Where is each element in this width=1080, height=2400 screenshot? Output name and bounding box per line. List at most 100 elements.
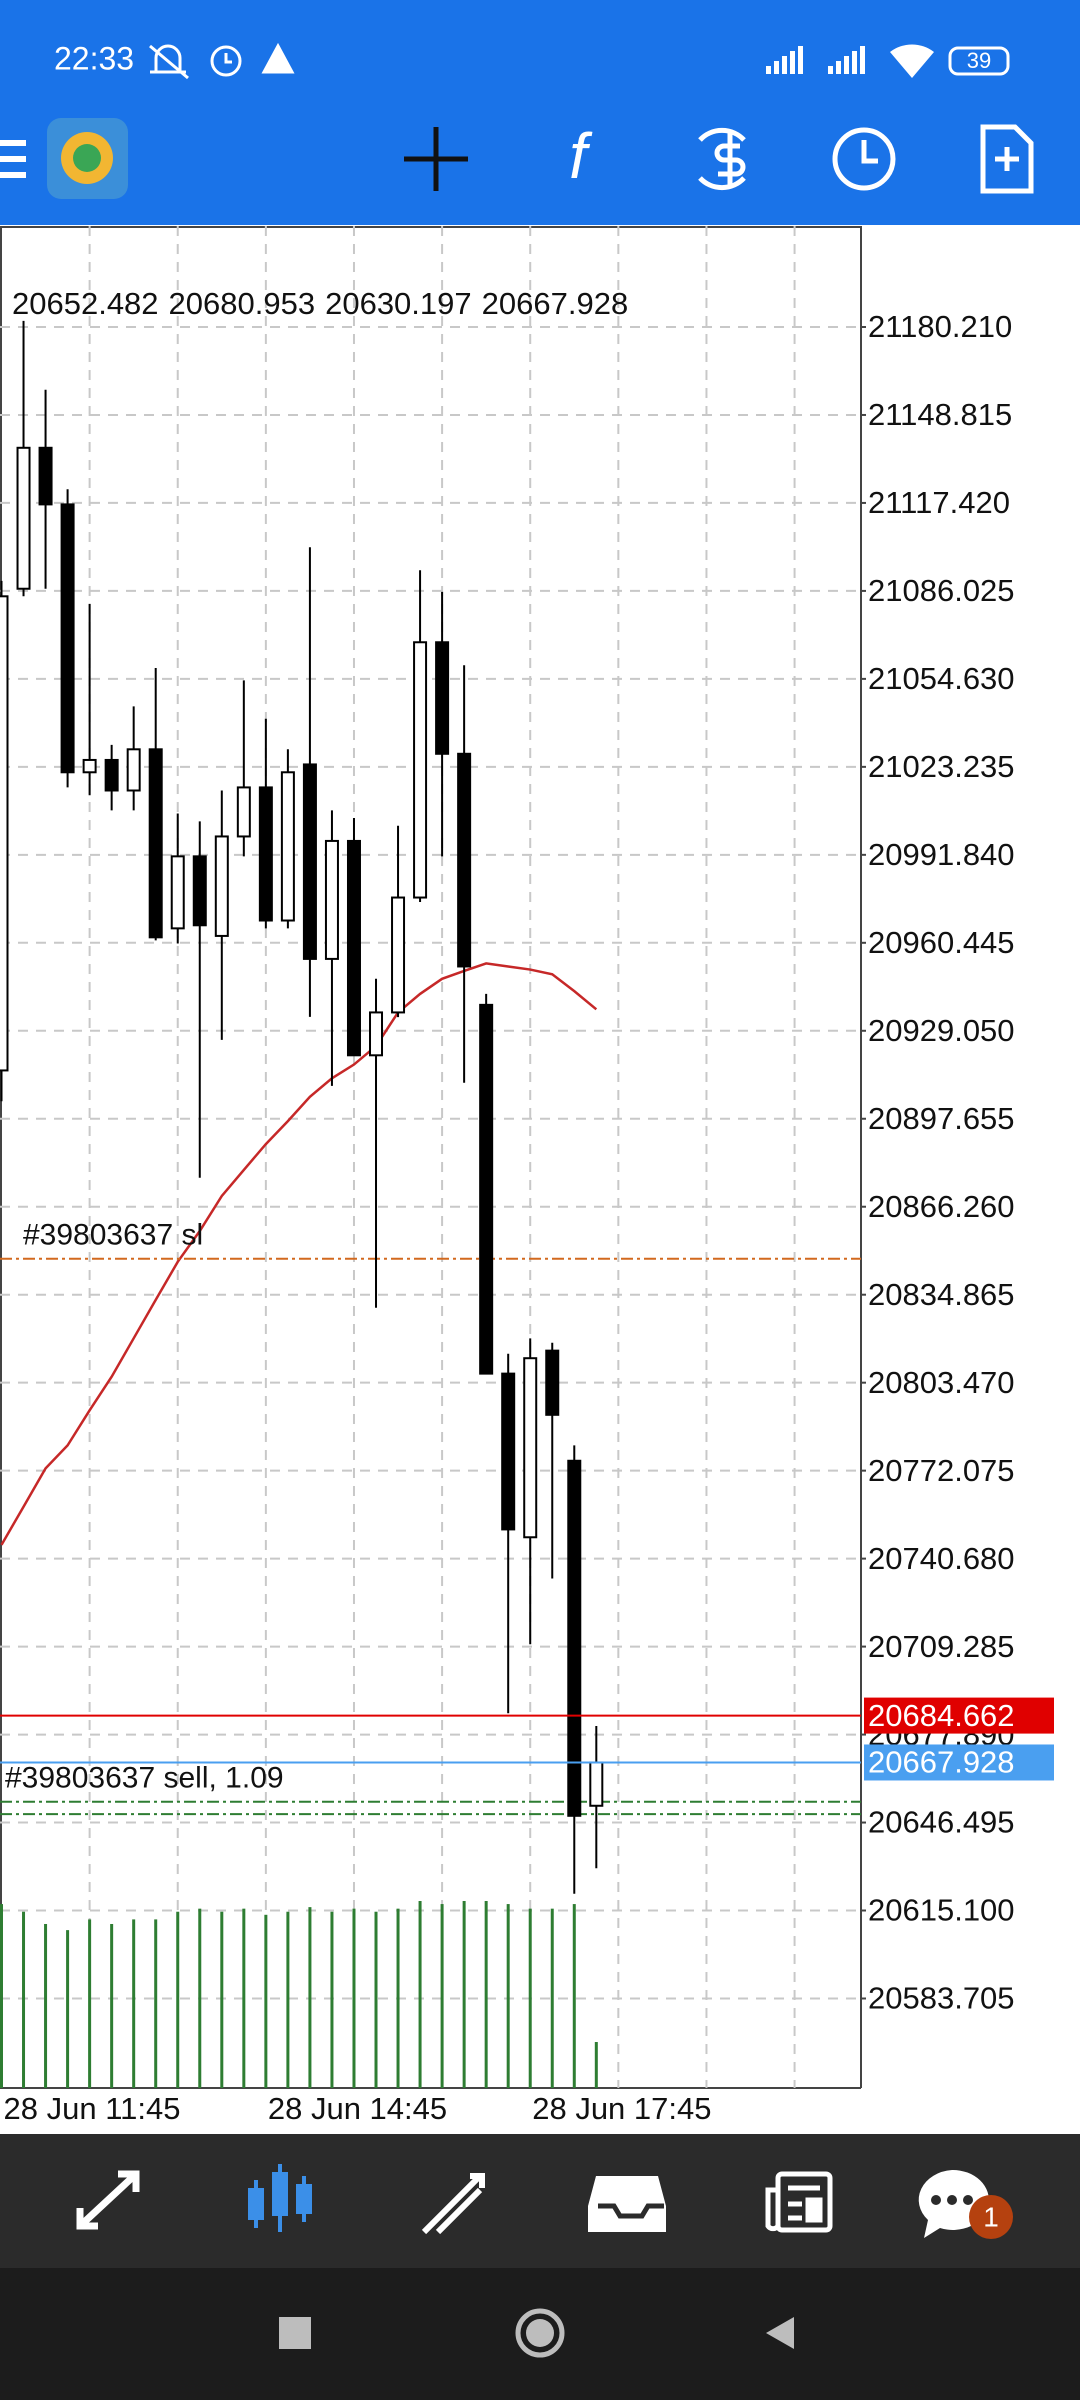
trade-button[interactable] xyxy=(698,127,746,191)
candle-body xyxy=(369,1011,384,1057)
y-tick-label: 20615.100 xyxy=(868,1893,1015,1928)
ask-label-box xyxy=(864,1697,1054,1734)
y-tick-label: 20709.285 xyxy=(868,1629,1015,1664)
chart-tab[interactable] xyxy=(248,2164,312,2232)
candle-body xyxy=(192,855,207,927)
candle-body xyxy=(16,446,31,590)
header xyxy=(0,0,1080,225)
candle-body xyxy=(280,771,295,922)
y-tick-label: 21054.630 xyxy=(868,661,1015,696)
candle-body xyxy=(38,446,53,506)
volume-bar xyxy=(396,1908,400,2088)
y-tick-label: 20740.680 xyxy=(868,1541,1015,1576)
menu-button[interactable] xyxy=(0,140,26,178)
volume-bar xyxy=(440,1904,444,2088)
battery-level: 39 xyxy=(967,48,991,73)
ohlc-readout: 20652.482 20680.953 20630.197 20667.928 xyxy=(12,286,638,322)
timeframe-button[interactable] xyxy=(832,127,896,191)
y-tick-label: 20960.445 xyxy=(868,925,1015,960)
y-tick-label: 20929.050 xyxy=(868,1013,1015,1048)
candle-body xyxy=(148,748,163,939)
y-tick-label: 21117.420 xyxy=(868,485,1010,520)
y-tick-label: 21086.025 xyxy=(868,573,1015,608)
candle-body xyxy=(60,503,75,774)
candle-body xyxy=(435,641,450,755)
candle-body xyxy=(324,839,339,960)
volume-bar xyxy=(418,1901,422,2088)
candle-body xyxy=(479,1003,494,1375)
x-tick-label: 28 Jun 17:45 xyxy=(532,2091,711,2126)
recents-button[interactable] xyxy=(279,2317,311,2349)
ohlc-close: 20667.928 xyxy=(481,286,629,321)
quotes-tab[interactable] xyxy=(76,2170,140,2230)
ohlc-open: 20652.482 xyxy=(12,286,159,321)
volume-bar xyxy=(286,1911,290,2088)
x-tick-label: 28 Jun 11:45 xyxy=(4,2091,181,2126)
candle-body xyxy=(0,595,9,1072)
volume-bar xyxy=(44,1923,48,2088)
bottom-nav xyxy=(0,2134,1080,2268)
home-button[interactable] xyxy=(515,2308,565,2358)
bid-label: 20667.928 xyxy=(868,1745,1015,1780)
volume-bar xyxy=(198,1908,202,2088)
candle-body xyxy=(523,1357,538,1539)
volume-bar xyxy=(594,2042,598,2088)
candle-body xyxy=(501,1372,516,1531)
candle-body xyxy=(545,1349,560,1416)
trade-tab[interactable] xyxy=(421,2173,485,2235)
volume-bar xyxy=(484,1901,488,2088)
news-tab[interactable] xyxy=(765,2171,833,2233)
candle-body xyxy=(236,786,251,838)
x-tick-label: 28 Jun 14:45 xyxy=(268,2091,447,2126)
volume-bar xyxy=(220,1911,224,2088)
volume-bar xyxy=(132,1919,136,2088)
y-tick-label: 21023.235 xyxy=(868,749,1015,784)
volume-bar xyxy=(242,1908,246,2088)
volume-bar xyxy=(22,1911,26,2088)
volume-bar xyxy=(66,1930,70,2088)
axes: 21180.210 21148.815 21117.420 21086.025 2105… xyxy=(4,309,1054,2126)
y-tick-label: 20866.260 xyxy=(868,1189,1015,1224)
y-tick-label: 21148.815 xyxy=(868,397,1012,432)
y-tick-label: 20583.705 xyxy=(868,1981,1015,2016)
ask-label: 20684.662 xyxy=(868,1698,1015,1733)
candle-body xyxy=(346,839,361,1057)
signal-icons xyxy=(766,44,934,78)
volume-bar xyxy=(264,1914,268,2088)
y-tick-label: 20834.865 xyxy=(868,1277,1015,1312)
volume-bar xyxy=(550,1908,554,2088)
volume-bar xyxy=(352,1908,356,2088)
battery xyxy=(948,46,1010,76)
candle-body xyxy=(104,758,119,792)
volume-bar xyxy=(88,1919,92,2088)
history-tab[interactable] xyxy=(588,2176,666,2232)
new-order-button[interactable] xyxy=(980,124,1034,194)
ohlc-high: 20680.953 xyxy=(168,286,316,321)
volume-bar xyxy=(528,1908,532,2088)
volume-bar xyxy=(506,1904,510,2088)
volume-bar xyxy=(572,1904,576,2088)
y-tick-label: 20646.495 xyxy=(868,1805,1015,1840)
candle-body xyxy=(214,835,229,937)
status-icons xyxy=(149,42,295,80)
order-label: #39803637 sl xyxy=(23,1219,203,1252)
back-button[interactable] xyxy=(766,2317,794,2349)
volume-bar xyxy=(330,1911,334,2088)
candle-body xyxy=(391,896,406,1014)
volume-bar xyxy=(374,1911,378,2088)
volume-bar xyxy=(154,1919,158,2088)
moving-average xyxy=(0,962,598,1546)
candle-body xyxy=(302,763,317,960)
crosshair-button[interactable] xyxy=(404,127,468,191)
y-tick-label: 20897.655 xyxy=(868,1101,1015,1136)
volume-bar xyxy=(176,1911,180,2088)
plot-area xyxy=(0,226,861,2088)
candle-body xyxy=(126,748,141,792)
ohlc-low: 20630.197 xyxy=(325,286,472,321)
candle-body xyxy=(170,855,185,930)
status-time: 22:33 xyxy=(54,40,134,76)
candle-body xyxy=(589,1761,604,1807)
order-label: #39803637 sell, 1.09 xyxy=(5,1762,284,1795)
